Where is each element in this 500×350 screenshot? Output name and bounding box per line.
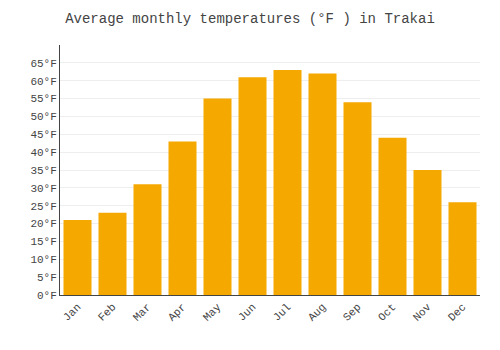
svg-text:45°F: 45°F xyxy=(30,129,56,141)
svg-text:Mar: Mar xyxy=(131,301,153,323)
svg-text:Oct: Oct xyxy=(376,301,398,323)
svg-text:Dec: Dec xyxy=(446,301,468,323)
svg-text:60°F: 60°F xyxy=(30,76,56,88)
svg-text:25°F: 25°F xyxy=(30,201,56,213)
svg-text:May: May xyxy=(201,301,224,324)
svg-text:Feb: Feb xyxy=(96,301,118,323)
svg-text:15°F: 15°F xyxy=(30,236,56,248)
svg-text:55°F: 55°F xyxy=(30,93,56,105)
svg-text:Aug: Aug xyxy=(306,301,328,323)
svg-text:20°F: 20°F xyxy=(30,218,56,230)
svg-text:Apr: Apr xyxy=(166,301,188,323)
svg-text:35°F: 35°F xyxy=(30,165,56,177)
svg-text:Jun: Jun xyxy=(236,301,258,323)
svg-text:40°F: 40°F xyxy=(30,147,56,159)
svg-text:Nov: Nov xyxy=(411,301,434,324)
svg-text:5°F: 5°F xyxy=(37,272,57,284)
svg-text:0°F: 0°F xyxy=(37,290,57,302)
svg-text:50°F: 50°F xyxy=(30,111,56,123)
svg-text:Average monthly temperatures (: Average monthly temperatures (°F ) in Tr… xyxy=(65,11,435,27)
svg-text:30°F: 30°F xyxy=(30,183,56,195)
svg-text:10°F: 10°F xyxy=(30,254,56,266)
svg-text:65°F: 65°F xyxy=(30,58,56,70)
svg-text:Sep: Sep xyxy=(341,301,363,323)
svg-text:Jul: Jul xyxy=(271,301,293,323)
svg-text:Jan: Jan xyxy=(61,301,83,323)
